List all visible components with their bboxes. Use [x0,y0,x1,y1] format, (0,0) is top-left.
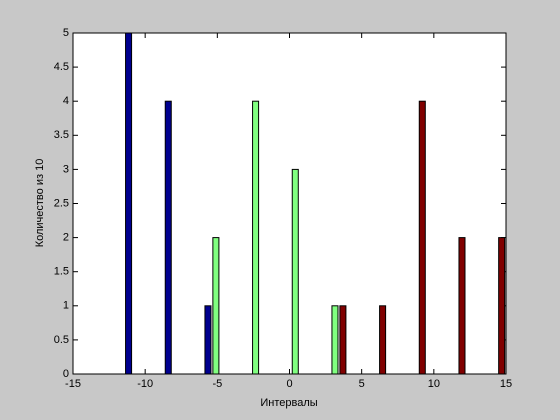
x-tick-label: 10 [428,378,440,390]
plot-area [73,33,506,374]
x-tick-label: -15 [65,378,81,390]
x-tick-label: 15 [500,378,512,390]
bar [331,305,339,375]
x-axis-label: Интервалы [260,397,317,409]
axes-box [72,32,507,375]
bar [204,305,212,375]
bar [252,100,260,375]
x-tick-label: -5 [212,378,222,390]
bar [125,32,133,375]
bar [164,100,172,375]
bar [339,305,347,375]
y-tick-label: 4.5 [54,61,69,73]
bar [212,237,220,375]
y-tick-label: 0.5 [54,334,69,346]
y-axis-label: Количество из 10 [34,159,46,248]
y-tick-label: 0 [63,368,69,380]
y-tick-label: 4 [63,95,69,107]
bar [379,305,387,375]
y-tick-label: 3.5 [54,129,69,141]
x-tick-label: -10 [137,378,153,390]
bar [418,100,426,375]
y-tick-label: 3 [63,163,69,175]
y-tick-label: 2.5 [54,197,69,209]
bar [458,237,466,375]
y-tick-label: 1 [63,300,69,312]
x-tick-label: 0 [286,378,292,390]
y-tick-label: 2 [63,232,69,244]
y-tick-label: 1.5 [54,266,69,278]
bar [498,237,506,375]
y-tick-label: 5 [63,27,69,39]
bar [291,168,299,375]
x-tick-label: 5 [359,378,365,390]
